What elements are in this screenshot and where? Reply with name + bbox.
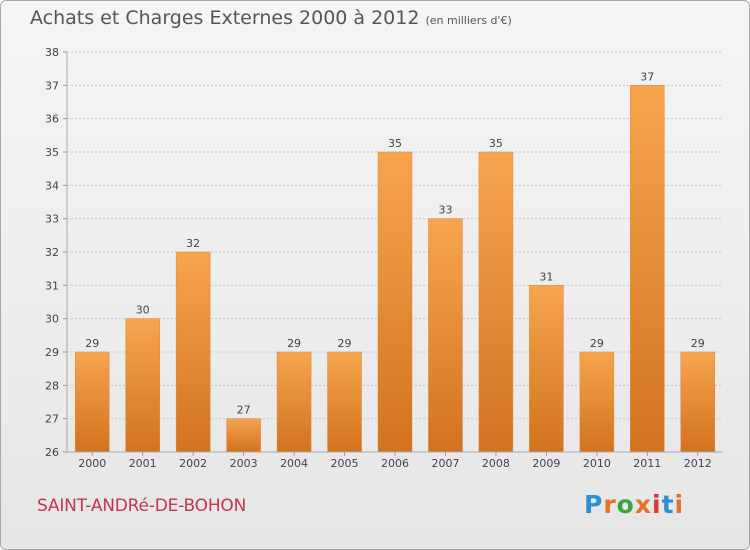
bar-value-label: 37 <box>640 70 654 83</box>
logo-letter: i <box>652 490 662 519</box>
x-tick-label: 2008 <box>482 457 510 470</box>
x-tick-label: 2000 <box>78 457 106 470</box>
y-tick-label: 34 <box>45 179 59 192</box>
bar-value-label: 31 <box>539 270 553 283</box>
bar-2008 <box>478 151 514 453</box>
bar-value-label: 32 <box>186 237 200 250</box>
y-tick-label: 29 <box>45 346 59 359</box>
x-tick-label: 2003 <box>230 457 258 470</box>
logo-letter: o <box>616 490 635 519</box>
x-tick-label: 2011 <box>633 457 661 470</box>
bar-value-label: 29 <box>691 337 705 350</box>
bar-value-label: 29 <box>85 337 99 350</box>
location-label: SAINT-ANDRé-DE-BOHON <box>37 496 247 516</box>
bar-2009 <box>529 285 564 453</box>
bar-2007 <box>428 218 463 453</box>
bar-value-label: 35 <box>388 137 402 150</box>
bar-2006 <box>377 151 413 453</box>
bar-2001 <box>125 318 160 453</box>
y-tick-label: 32 <box>45 246 59 259</box>
logo-letter: r <box>603 490 617 519</box>
x-tick-label: 2007 <box>431 457 459 470</box>
bar-value-label: 29 <box>590 337 604 350</box>
bar-value-label: 35 <box>489 137 503 150</box>
y-tick-label: 36 <box>45 113 59 126</box>
y-tick-label: 38 <box>45 46 59 59</box>
logo-letter: t <box>661 490 675 519</box>
x-tick-label: 2002 <box>179 457 207 470</box>
title-text: Achats et Charges Externes 2000 à 2012 <box>30 7 420 29</box>
x-tick-label: 2012 <box>684 457 712 470</box>
bar-2005 <box>327 351 362 453</box>
x-tick-label: 2005 <box>331 457 359 470</box>
y-tick-label: 37 <box>45 79 59 92</box>
y-tick-label: 26 <box>45 446 59 459</box>
y-tick-label: 31 <box>45 279 59 292</box>
bar-2010 <box>579 351 615 453</box>
bar-2011 <box>630 85 665 453</box>
x-tick-label: 2009 <box>532 457 560 470</box>
x-tick-label: 2010 <box>583 457 611 470</box>
x-tick-label: 2004 <box>280 457 308 470</box>
bar-2004 <box>276 351 312 453</box>
x-tick-label: 2006 <box>381 457 409 470</box>
bar-2012 <box>680 351 716 453</box>
unit-label: (en milliers d'€) <box>425 14 512 27</box>
bar-value-label: 33 <box>438 204 452 217</box>
bar-value-label: 29 <box>338 337 352 350</box>
logo-letter: x <box>634 490 652 519</box>
y-tick-label: 33 <box>45 213 59 226</box>
y-tick-label: 27 <box>45 413 59 426</box>
bar-value-label: 30 <box>136 304 150 317</box>
bar-2002 <box>175 251 211 453</box>
logo-letter: i <box>674 490 685 519</box>
proxiti-logo: Proxiti <box>584 490 684 519</box>
bar-2000 <box>74 351 110 453</box>
y-tick-label: 28 <box>45 379 59 392</box>
bar-value-label: 27 <box>237 404 251 417</box>
y-tick-label: 35 <box>45 146 59 159</box>
chart-title: Achats et Charges Externes 2000 à 2012 (e… <box>30 7 512 29</box>
y-tick-label: 30 <box>45 313 59 326</box>
bar-value-label: 29 <box>287 337 301 350</box>
x-tick-label: 2001 <box>129 457 157 470</box>
logo-letter: P <box>584 490 604 519</box>
bar-2003 <box>226 418 261 453</box>
